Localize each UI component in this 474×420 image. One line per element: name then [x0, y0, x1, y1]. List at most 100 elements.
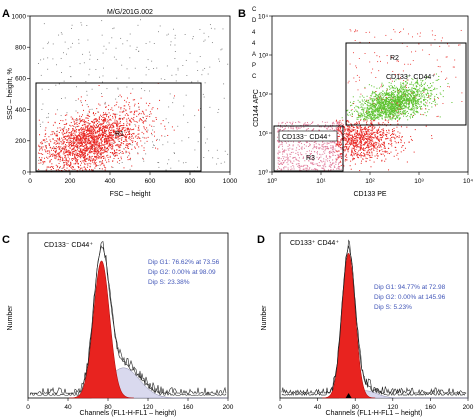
- red-event-dot: [390, 141, 392, 143]
- green-event-dot: [388, 96, 390, 98]
- red-event-dot: [338, 128, 340, 130]
- red-event-dot: [107, 142, 109, 144]
- side-letter: C: [252, 7, 257, 13]
- red-event-dot: [81, 129, 83, 131]
- green-event-dot: [386, 93, 388, 95]
- green-event-dot: [398, 97, 400, 99]
- red-event-dot: [360, 142, 362, 144]
- red-event-dot: [112, 145, 114, 147]
- grey-event-dot: [86, 104, 88, 106]
- grey-event-dot: [164, 79, 166, 80]
- green-event-dot: [423, 88, 425, 90]
- green-event-dot: [362, 108, 364, 110]
- green-event-dot: [401, 101, 403, 103]
- red-event-dot: [359, 127, 361, 129]
- red-event-dot: [107, 138, 109, 140]
- green-event-dot: [388, 106, 390, 108]
- red-event-dot: [94, 159, 96, 161]
- red-event-dot: [369, 125, 371, 127]
- green-event-dot: [424, 96, 426, 98]
- green-event-dot: [372, 115, 374, 117]
- green-event-dot: [371, 93, 373, 95]
- red-event-dot: [80, 141, 82, 143]
- red-event-dot: [119, 114, 121, 116]
- red-event-dot: [78, 131, 80, 133]
- red-event-dot: [344, 137, 346, 139]
- green-event-dot: [388, 100, 390, 102]
- red-event-dot: [129, 123, 131, 125]
- red-event-dot: [129, 143, 131, 145]
- panel-a-ylabel: SSC – height, %: [7, 68, 14, 119]
- red-event-dot: [110, 148, 112, 150]
- green-event-dot: [407, 107, 409, 109]
- green-event-dot: [380, 115, 382, 117]
- red-event-dot: [150, 113, 152, 115]
- red-event-dot: [104, 151, 106, 153]
- red-event-dot: [386, 134, 388, 136]
- red-event-dot: [155, 147, 157, 149]
- red-event-dot: [356, 132, 358, 134]
- green-event-dot: [373, 102, 375, 104]
- red-event-dot: [362, 139, 364, 141]
- red-event-dot: [73, 141, 75, 143]
- green-event-dot: [395, 111, 397, 113]
- red-event-dot: [127, 128, 129, 130]
- red-event-dot: [57, 159, 59, 161]
- green-event-dot: [413, 98, 415, 100]
- red-event-dot: [70, 125, 72, 127]
- red-event-dot: [96, 144, 98, 146]
- red-event-dot: [353, 133, 355, 135]
- red-event-dot: [113, 122, 115, 124]
- grey-event-dot: [203, 157, 205, 158]
- green-event-dot: [405, 106, 407, 108]
- grey-event-dot: [129, 57, 131, 59]
- grey-event-dot: [129, 159, 131, 161]
- red-event-dot: [339, 126, 341, 128]
- red-event-dot: [112, 126, 114, 128]
- red-event-dot: [374, 143, 376, 145]
- grey-event-dot: [216, 163, 218, 165]
- red-event-dot: [95, 136, 97, 138]
- grey-event-dot: [61, 168, 63, 169]
- red-event-dot: [77, 135, 79, 137]
- green-event-dot: [364, 99, 366, 101]
- red-event-dot: [119, 128, 121, 130]
- red-event-dot: [83, 161, 85, 163]
- green-event-dot: [361, 106, 363, 108]
- red-event-dot: [123, 105, 125, 107]
- red-event-dot: [114, 155, 116, 157]
- red-event-dot: [351, 137, 353, 139]
- red-event-dot: [363, 137, 365, 139]
- green-event-dot: [384, 102, 386, 104]
- green-event-dot: [371, 112, 373, 114]
- red-event-dot: [154, 135, 156, 137]
- red-event-dot: [129, 139, 131, 141]
- red-event-dot: [104, 150, 106, 152]
- red-event-dot: [84, 152, 86, 154]
- red-event-dot: [344, 126, 346, 128]
- red-event-dot: [114, 152, 116, 154]
- red-event-dot: [363, 155, 365, 157]
- red-event-dot: [66, 141, 68, 143]
- red-event-dot: [383, 147, 385, 149]
- red-event-dot: [367, 154, 369, 156]
- green-event-dot: [414, 103, 416, 105]
- red-event-dot: [108, 136, 110, 138]
- red-event-dot: [151, 108, 153, 110]
- red-event-dot: [133, 132, 135, 134]
- green-event-dot: [420, 98, 422, 100]
- red-event-dot: [400, 138, 402, 140]
- red-event-dot: [95, 141, 97, 143]
- grey-event-dot: [171, 74, 173, 76]
- green-event-dot: [393, 107, 395, 109]
- grey-event-dot: [141, 88, 142, 90]
- green-event-dot: [364, 114, 366, 116]
- red-event-dot: [96, 149, 98, 151]
- red-event-dot: [95, 135, 97, 137]
- red-event-dot: [81, 120, 83, 122]
- red-event-dot: [91, 144, 93, 146]
- green-event-dot: [398, 114, 400, 116]
- red-event-dot: [104, 135, 106, 137]
- red-event-dot: [103, 135, 105, 137]
- red-event-dot: [103, 149, 105, 151]
